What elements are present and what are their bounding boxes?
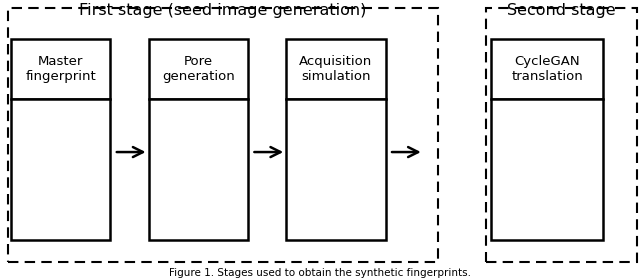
Bar [492,39,603,99]
Text: CycleGAN
translation: CycleGAN translation [511,55,583,83]
Bar [12,99,110,240]
Bar [492,99,603,240]
Bar [287,39,385,99]
Text: Pore
generation: Pore generation [162,55,235,83]
Text: Acquisition
simulation: Acquisition simulation [300,55,372,83]
Text: Master
fingerprint: Master fingerprint [26,55,96,83]
Bar [486,8,637,262]
Bar [8,8,438,262]
Text: First stage (seed image generation): First stage (seed image generation) [79,3,367,18]
Bar [287,99,385,240]
Text: Second stage: Second stage [508,3,616,18]
Bar [148,39,248,99]
Text: Figure 1. Stages used to obtain the synthetic fingerprints.: Figure 1. Stages used to obtain the synt… [169,268,471,278]
Bar [12,39,110,99]
Bar [148,99,248,240]
